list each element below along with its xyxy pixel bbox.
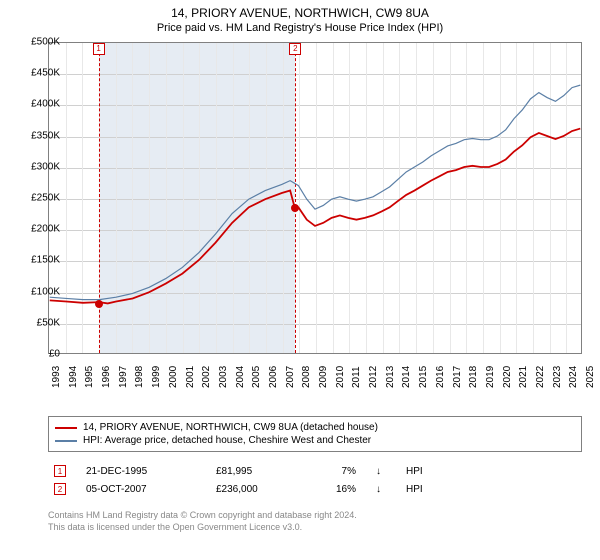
sale-pct: 7% xyxy=(316,466,356,477)
y-axis-label: £200K xyxy=(31,224,60,235)
sale-date: 21-DEC-1995 xyxy=(86,466,196,477)
sale-hpi-label: HPI xyxy=(406,466,436,477)
x-axis-label: 2014 xyxy=(401,366,412,388)
legend-item: HPI: Average price, detached house, Ches… xyxy=(55,434,575,447)
x-axis-label: 2010 xyxy=(335,366,346,388)
sale-marker-box: 1 xyxy=(93,43,105,55)
sale-dot-icon xyxy=(95,300,103,308)
sale-price: £81,995 xyxy=(216,466,296,477)
x-axis-label: 1999 xyxy=(151,366,162,388)
x-axis-label: 2020 xyxy=(502,366,513,388)
y-axis-label: £250K xyxy=(31,193,60,204)
chart-plot-area: 12 xyxy=(48,42,582,354)
x-axis-label: 2015 xyxy=(418,366,429,388)
y-axis-label: £150K xyxy=(31,255,60,266)
x-axis-label: 2004 xyxy=(235,366,246,388)
x-axis-label: 2001 xyxy=(185,366,196,388)
x-axis-label: 2016 xyxy=(435,366,446,388)
sale-price: £236,000 xyxy=(216,484,296,495)
chart-lines-svg xyxy=(49,43,581,353)
x-axis-label: 2006 xyxy=(268,366,279,388)
y-axis-label: £450K xyxy=(31,68,60,79)
x-axis-label: 2013 xyxy=(385,366,396,388)
sale-pct: 16% xyxy=(316,484,356,495)
sale-marker-box: 2 xyxy=(289,43,301,55)
x-axis-label: 2005 xyxy=(251,366,262,388)
x-axis-label: 1994 xyxy=(68,366,79,388)
legend-swatch-icon xyxy=(55,440,77,442)
sales-table: 1 21-DEC-1995 £81,995 7% ↓ HPI 2 05-OCT-… xyxy=(48,462,582,498)
x-axis-label: 2000 xyxy=(168,366,179,388)
x-axis-label: 1997 xyxy=(118,366,129,388)
x-axis-label: 2025 xyxy=(585,366,596,388)
x-axis-label: 2007 xyxy=(285,366,296,388)
sales-row: 1 21-DEC-1995 £81,995 7% ↓ HPI xyxy=(48,462,582,480)
legend-label: HPI: Average price, detached house, Ches… xyxy=(83,435,371,446)
footer-attribution: Contains HM Land Registry data © Crown c… xyxy=(48,510,582,533)
sale-hpi-label: HPI xyxy=(406,484,436,495)
series-line-hpi xyxy=(50,85,581,300)
x-axis-label: 2003 xyxy=(218,366,229,388)
x-axis-label: 2018 xyxy=(468,366,479,388)
x-axis-label: 2022 xyxy=(535,366,546,388)
y-axis-label: £500K xyxy=(31,37,60,48)
x-axis-label: 2011 xyxy=(351,366,362,388)
x-axis-label: 2002 xyxy=(201,366,212,388)
y-axis-label: £350K xyxy=(31,130,60,141)
x-axis-label: 2017 xyxy=(452,366,463,388)
x-axis-label: 2009 xyxy=(318,366,329,388)
chart-subtitle: Price paid vs. HM Land Registry's House … xyxy=(0,20,600,38)
footer-line: Contains HM Land Registry data © Crown c… xyxy=(48,510,582,522)
x-axis-label: 2024 xyxy=(568,366,579,388)
down-arrow-icon: ↓ xyxy=(376,466,386,477)
series-line-property xyxy=(50,129,581,304)
x-axis-label: 2023 xyxy=(552,366,563,388)
sale-dot-icon xyxy=(291,204,299,212)
chart-legend: 14, PRIORY AVENUE, NORTHWICH, CW9 8UA (d… xyxy=(48,416,582,452)
x-axis-label: 1995 xyxy=(84,366,95,388)
x-axis-label: 1996 xyxy=(101,366,112,388)
down-arrow-icon: ↓ xyxy=(376,484,386,495)
x-axis-label: 1993 xyxy=(51,366,62,388)
x-axis-label: 2021 xyxy=(518,366,529,388)
sale-date: 05-OCT-2007 xyxy=(86,484,196,495)
y-axis-label: £100K xyxy=(31,286,60,297)
y-axis-label: £400K xyxy=(31,99,60,110)
y-axis-label: £300K xyxy=(31,161,60,172)
y-axis-label: £50K xyxy=(37,317,60,328)
y-axis-label: £0 xyxy=(49,349,60,360)
footer-line: This data is licensed under the Open Gov… xyxy=(48,522,582,534)
sale-index-box: 2 xyxy=(54,483,66,495)
legend-label: 14, PRIORY AVENUE, NORTHWICH, CW9 8UA (d… xyxy=(83,422,378,433)
x-axis-label: 2008 xyxy=(301,366,312,388)
x-axis-label: 2019 xyxy=(485,366,496,388)
x-axis-label: 1998 xyxy=(134,366,145,388)
chart-title: 14, PRIORY AVENUE, NORTHWICH, CW9 8UA xyxy=(0,0,600,20)
legend-swatch-icon xyxy=(55,427,77,429)
x-axis-label: 2012 xyxy=(368,366,379,388)
sale-index-box: 1 xyxy=(54,465,66,477)
legend-item: 14, PRIORY AVENUE, NORTHWICH, CW9 8UA (d… xyxy=(55,421,575,434)
sales-row: 2 05-OCT-2007 £236,000 16% ↓ HPI xyxy=(48,480,582,498)
